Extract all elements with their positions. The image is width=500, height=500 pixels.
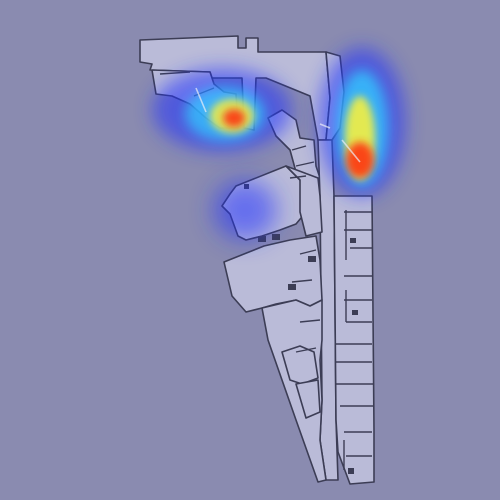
route-highlight <box>195 87 361 163</box>
west-wall-divider <box>289 145 315 179</box>
east-inner-vertical <box>343 210 347 470</box>
door-8 <box>348 468 354 474</box>
hotspot-north-corridor <box>318 47 406 197</box>
south-wing-room-b <box>295 379 321 419</box>
heatmap-overlay <box>152 47 406 240</box>
route-segment-1 <box>195 87 207 113</box>
east-wall-divider-1 <box>344 211 372 249</box>
east-room-column <box>333 195 375 485</box>
south-wing-room-a <box>281 345 319 385</box>
south-diagonal-wing <box>261 299 327 483</box>
door-7 <box>352 310 358 315</box>
door-6 <box>350 238 356 243</box>
interior-walls <box>159 71 374 470</box>
south-wall-divider <box>291 249 321 353</box>
east-wall-divider-2 <box>344 275 372 323</box>
hotspot-mid-left-wing <box>213 180 277 240</box>
door-4 <box>308 256 316 262</box>
door-3 <box>288 284 296 290</box>
east-wall-divider-3 <box>336 343 374 385</box>
east-wall-divider-4 <box>340 405 374 457</box>
route-segment-2 <box>341 139 361 163</box>
door-2 <box>272 234 280 240</box>
door-1 <box>258 236 266 242</box>
mid-connector <box>285 165 323 237</box>
route-segment-3 <box>319 123 331 129</box>
hotspot-upper-left-room <box>152 68 292 152</box>
